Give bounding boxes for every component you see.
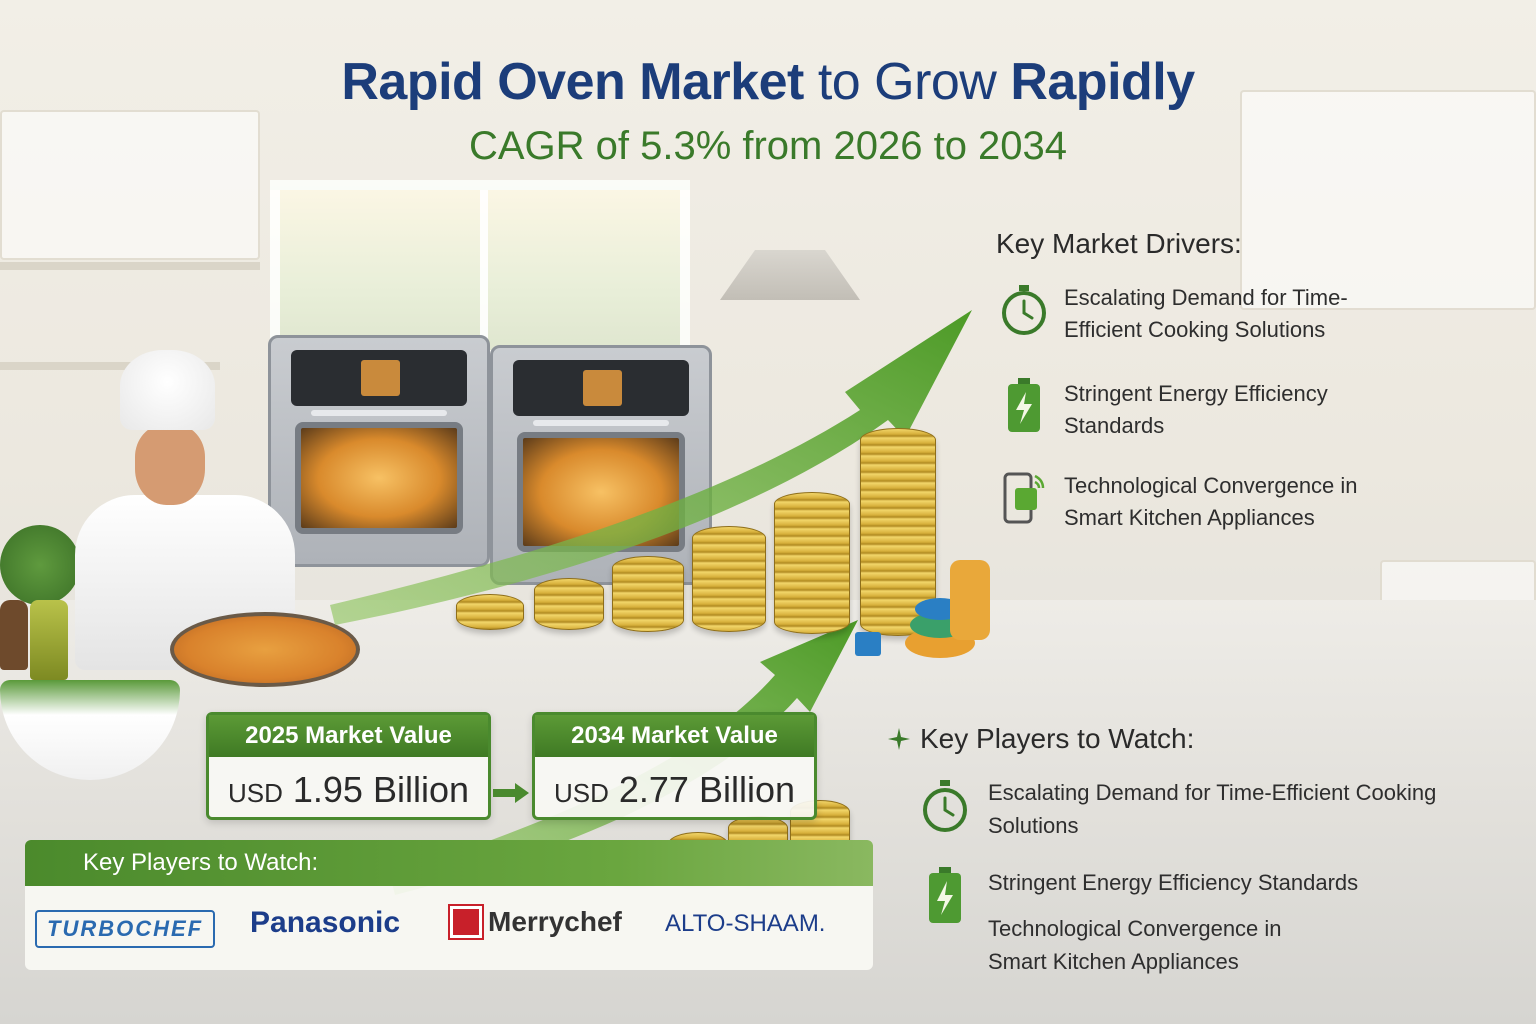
pizza — [170, 612, 360, 687]
coin-stack — [612, 556, 684, 632]
oven-handle — [311, 410, 447, 416]
currency: USD — [553, 778, 609, 808]
stopwatch-icon — [996, 282, 1052, 338]
driver-item: Stringent Energy Efficiency Standards — [996, 378, 1414, 442]
currency: USD — [227, 778, 283, 808]
driver-item: Technological Convergence in Smart Kitch… — [996, 470, 1414, 534]
alto-shaam-logo: ALTO-SHAAM. — [665, 910, 826, 937]
key-player-text: Technological Convergence in Smart Kitch… — [988, 916, 1282, 974]
driver-text: Escalating Demand for Time-Efficient Coo… — [1064, 285, 1348, 342]
oven-door — [295, 422, 463, 534]
upper-cabinet-left — [0, 110, 260, 260]
market-value-amount: USD 1.95 Billion — [209, 757, 488, 811]
market-value-label: 2025 Market Value — [209, 715, 488, 757]
key-players-bar-title: Key Players to Watch: — [25, 840, 873, 886]
title-part-2: to Grow — [817, 53, 997, 111]
chef-face — [135, 425, 205, 505]
coin-stack — [534, 578, 604, 630]
smartphone-icon — [996, 470, 1052, 526]
rapid-oven-left — [268, 335, 490, 567]
shelf — [0, 362, 220, 370]
oil-bottle — [30, 600, 68, 680]
market-value-label: 2034 Market Value — [535, 715, 814, 757]
market-value-2034: 2034 Market Value USD 2.77 Billion — [532, 712, 817, 820]
driver-text: Stringent Energy Efficiency Standards — [1064, 381, 1328, 438]
coin-stack — [692, 526, 766, 632]
herb-plant — [0, 525, 80, 605]
driver-text: Technological Convergence in Smart Kitch… — [1064, 473, 1358, 530]
amount: 2.77 Billion — [618, 769, 796, 810]
oven-screen — [583, 370, 623, 406]
oven-screen — [361, 360, 401, 396]
key-player-item: Escalating Demand for Time-Efficient Coo… — [918, 776, 1458, 842]
amount: 1.95 Billion — [292, 769, 470, 810]
oven-control-panel — [513, 360, 689, 416]
spacer — [918, 912, 972, 972]
key-players-title-text: Key Players to Watch: — [920, 723, 1195, 754]
key-player-text: Stringent Energy Efficiency Standards — [988, 870, 1359, 895]
battery-icon — [918, 866, 972, 926]
key-player-item: Stringent Energy Efficiency Standards — [918, 866, 1458, 926]
page-subtitle: CAGR of 5.3% from 2026 to 2034 — [468, 124, 1068, 168]
key-drivers-title: Key Market Drivers: — [996, 228, 1242, 259]
stopwatch-icon — [918, 776, 972, 836]
key-players-bar: Key Players to Watch: TURBOCHEF Panasoni… — [25, 840, 873, 970]
merrychef-logo: Merrychef — [450, 906, 622, 938]
toy-block — [855, 632, 881, 656]
upper-growth-arrow — [330, 310, 972, 625]
driver-item: Escalating Demand for Time-Efficient Coo… — [996, 282, 1414, 346]
shelf — [0, 262, 260, 270]
battery-icon — [996, 378, 1052, 434]
chef-hat — [120, 350, 215, 430]
key-player-item: Technological Convergence in Smart Kitch… — [918, 912, 1328, 978]
merrychef-wordmark: Merrychef — [488, 906, 622, 937]
coin-stack — [456, 594, 524, 630]
pepper-shaker — [0, 600, 28, 670]
oven-handle — [533, 420, 669, 426]
toy-cup — [950, 560, 990, 640]
turbochef-logo: TURBOCHEF — [35, 910, 216, 948]
market-value-amount: USD 2.77 Billion — [535, 757, 814, 811]
right-arrow-icon — [493, 783, 529, 803]
key-players-title: Key Players to Watch: — [888, 723, 1194, 755]
page-title: Rapid Oven Market to Grow Rapidly — [0, 52, 1536, 112]
title-part-1: Rapid Oven Market — [341, 53, 804, 111]
merrychef-mark-icon — [450, 906, 482, 938]
coin-stack — [774, 492, 850, 634]
key-player-text: Escalating Demand for Time-Efficient Coo… — [988, 780, 1437, 838]
oven-control-panel — [291, 350, 467, 406]
upper-cabinet-right — [1240, 90, 1536, 310]
market-value-2025: 2025 Market Value USD 1.95 Billion — [206, 712, 491, 820]
sparkle-icon — [888, 728, 910, 750]
title-part-3: Rapidly — [1010, 53, 1195, 111]
panasonic-logo: Panasonic — [250, 906, 401, 939]
